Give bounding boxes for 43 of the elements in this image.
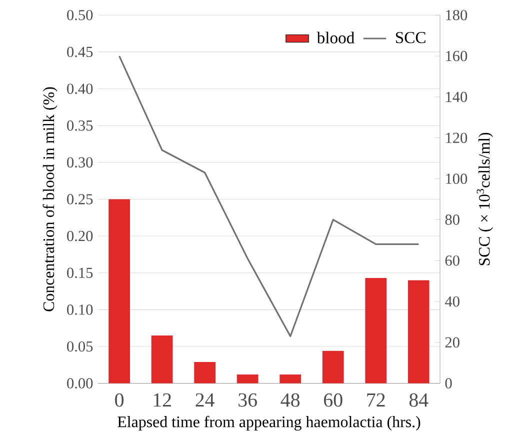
x-tick-label: 0 bbox=[115, 393, 124, 407]
bar bbox=[280, 374, 302, 384]
y-tick-label: 0.30 bbox=[67, 157, 93, 168]
bar bbox=[322, 350, 344, 384]
bar bbox=[408, 280, 430, 384]
y2-tick-label: 20 bbox=[445, 337, 460, 348]
bar bbox=[365, 278, 387, 384]
y-tick-label: 0.50 bbox=[67, 10, 93, 20]
legend-label: blood bbox=[316, 32, 354, 44]
x-tick-label: 48 bbox=[280, 393, 300, 407]
y-tick-label: 0.35 bbox=[67, 120, 93, 131]
y2-axis-title: SCC ( × 10$^{3}$cells/ml) bbox=[476, 132, 493, 266]
y2-tick-label: 80 bbox=[445, 214, 460, 225]
y2-tick-label: 0 bbox=[445, 378, 452, 388]
y-axis-title: Concentration of blood in milk (%) bbox=[42, 87, 58, 312]
y2-tick-label: 180 bbox=[446, 10, 468, 20]
line-series bbox=[118, 55, 420, 337]
y2-tick-label: 60 bbox=[445, 255, 460, 266]
bar bbox=[194, 362, 216, 384]
y2-tick-label: 140 bbox=[446, 92, 468, 102]
y2-tick-label: 40 bbox=[445, 296, 460, 307]
y-tick-label: 0.20 bbox=[67, 230, 93, 242]
x-axis-title: Elapsed time from appearing haemolactia (hrs.) bbox=[118, 416, 420, 430]
x-tick-label: 72 bbox=[367, 393, 385, 406]
y-tick-label: 0.10 bbox=[67, 304, 93, 315]
y-tick-label: 0.00 bbox=[67, 378, 93, 388]
y2-tick-label: 160 bbox=[446, 50, 468, 62]
y-tick-label: 0.05 bbox=[67, 341, 93, 352]
y-tick-label: 0.45 bbox=[67, 46, 93, 58]
x-tick-label: 36 bbox=[238, 393, 257, 407]
x-tick-label: 84 bbox=[409, 393, 428, 407]
y-tick-label: 0.25 bbox=[67, 194, 93, 204]
legend-label: SCC bbox=[396, 32, 426, 44]
x-tick-label: 60 bbox=[324, 393, 342, 407]
x-tick-label: 24 bbox=[196, 393, 214, 406]
x-tick-label: 12 bbox=[154, 393, 171, 406]
y-tick-label: 0.40 bbox=[67, 84, 93, 94]
bar bbox=[108, 199, 130, 384]
bar bbox=[151, 335, 173, 384]
y-tick-label: 0.15 bbox=[67, 268, 93, 278]
y2-tick-label: 120 bbox=[446, 132, 468, 143]
bar bbox=[236, 374, 258, 384]
y2-tick-label: 100 bbox=[446, 174, 468, 184]
